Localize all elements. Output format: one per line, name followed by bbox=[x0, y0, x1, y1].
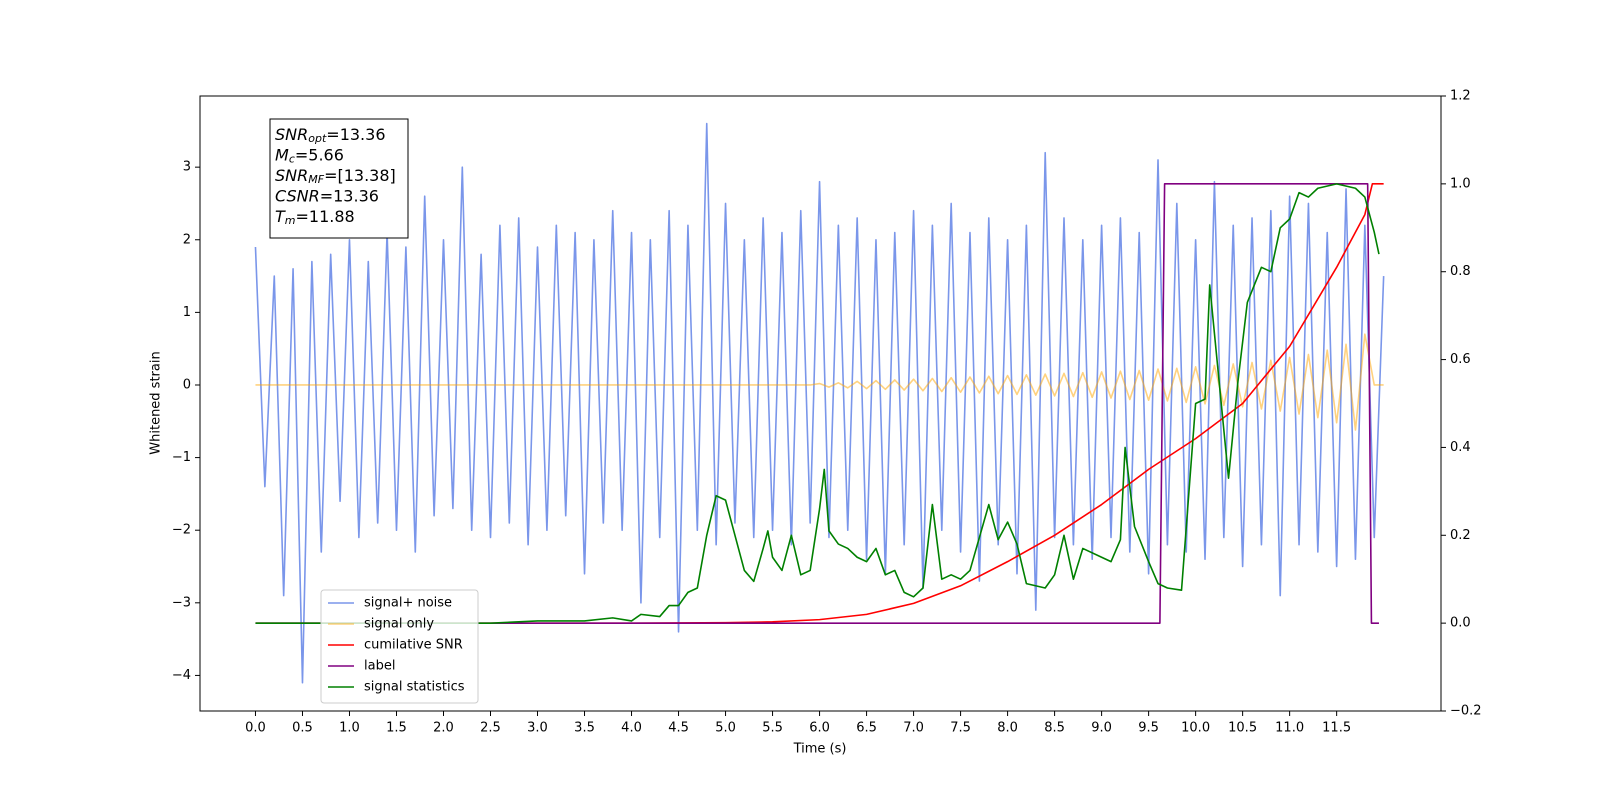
annotation-line: Mc=5.66 bbox=[275, 145, 344, 166]
x-axis-label: Time (s) bbox=[793, 742, 847, 757]
x-tick-label: 4.5 bbox=[668, 721, 689, 736]
annotation-line: SNRopt=13.36 bbox=[275, 125, 386, 146]
y2-tick-label: 0.4 bbox=[1450, 440, 1471, 455]
annotation-line: SNRMF=[13.38] bbox=[275, 166, 396, 187]
series-line bbox=[255, 183, 1380, 624]
x-tick-label: 5.5 bbox=[762, 721, 783, 736]
x-tick-label: 9.0 bbox=[1091, 721, 1112, 736]
y2-tick-label: −0.2 bbox=[1450, 704, 1482, 719]
legend-box bbox=[320, 589, 479, 704]
x-tick-label: 4.0 bbox=[621, 721, 642, 736]
x-tick-label: 1.0 bbox=[339, 721, 360, 736]
legend-label: signal statistics bbox=[364, 680, 465, 695]
x-tick-label: 0.0 bbox=[245, 721, 266, 736]
annotation-line: CSNR=13.36 bbox=[275, 186, 379, 205]
y-tick-label: 1 bbox=[183, 305, 191, 320]
annotation-subscript: c bbox=[289, 153, 295, 166]
y2-tick-label: 0.2 bbox=[1450, 528, 1471, 543]
legend-label: label bbox=[364, 659, 395, 674]
y-tick-label: −4 bbox=[172, 668, 191, 683]
y-tick-label: 0 bbox=[183, 377, 191, 392]
x-tick-label: 2.0 bbox=[433, 721, 454, 736]
annotation-value: =5.66 bbox=[295, 145, 344, 164]
y2-tick-label: 0.0 bbox=[1450, 616, 1471, 631]
series-line bbox=[254, 122, 1385, 684]
legend-label: cumilative SNR bbox=[364, 638, 463, 653]
y-axis-label: Whitened strain bbox=[149, 351, 164, 454]
x-tick-label: 3.5 bbox=[574, 721, 595, 736]
x-tick-label: 3.0 bbox=[527, 721, 548, 736]
y2-tick-label: 1.2 bbox=[1450, 89, 1471, 104]
y2-tick-label: 0.6 bbox=[1450, 352, 1471, 367]
annotation-symbol: SNR bbox=[275, 166, 308, 185]
annotation-value: =13.36 bbox=[320, 186, 379, 205]
x-tick-label: 8.5 bbox=[1044, 721, 1065, 736]
series-line bbox=[255, 183, 1379, 624]
x-tick-label: 0.5 bbox=[292, 721, 313, 736]
legend: signal+ noise signal only cumilative SNR la… bbox=[320, 589, 479, 704]
annotation-value: =[13.38] bbox=[324, 166, 396, 185]
annotation-value: =13.36 bbox=[326, 125, 385, 144]
x-tick-label: 9.5 bbox=[1138, 721, 1159, 736]
y2-tick-label: 0.8 bbox=[1450, 264, 1471, 279]
annotation-symbol: CSNR bbox=[275, 186, 320, 205]
annotation-subscript: opt bbox=[308, 132, 327, 145]
x-tick-label: 7.5 bbox=[950, 721, 971, 736]
y-tick-label: −2 bbox=[172, 523, 191, 538]
annotation-symbol: M bbox=[275, 145, 289, 164]
x-tick-label: 7.0 bbox=[903, 721, 924, 736]
x-tick-label: 11.5 bbox=[1322, 721, 1351, 736]
x-tick-label: 10.5 bbox=[1228, 721, 1257, 736]
x-tick-label: 6.0 bbox=[809, 721, 830, 736]
x-tick-label: 6.5 bbox=[856, 721, 877, 736]
series-line bbox=[255, 333, 1384, 431]
x-tick-label: 10.0 bbox=[1181, 721, 1210, 736]
annotation-symbol: SNR bbox=[275, 125, 308, 144]
x-tick-label: 2.5 bbox=[480, 721, 501, 736]
annotation-box bbox=[269, 118, 409, 239]
y-tick-label: −1 bbox=[172, 450, 191, 465]
legend-label: signal+ noise bbox=[364, 596, 452, 611]
y2-tick-label: 1.0 bbox=[1450, 176, 1471, 191]
annotation-subscript: m bbox=[285, 214, 296, 227]
y-tick-label: 3 bbox=[183, 160, 191, 175]
x-tick-label: 11.0 bbox=[1275, 721, 1304, 736]
annotation-symbol: T bbox=[275, 207, 286, 226]
plot-frame bbox=[199, 95, 1442, 712]
annotation-line: Tm=11.88 bbox=[275, 207, 355, 228]
annotation-value: =11.88 bbox=[296, 207, 355, 226]
annotation-subscript: MF bbox=[308, 173, 324, 186]
y-tick-label: −3 bbox=[172, 595, 191, 610]
x-tick-label: 1.5 bbox=[386, 721, 407, 736]
annotation: SNRopt=13.36Mc=5.66SNRMF=[13.38]CSNR=13.… bbox=[269, 118, 409, 239]
x-tick-label: 8.0 bbox=[997, 721, 1018, 736]
legend-label: signal only bbox=[364, 617, 434, 632]
y-tick-label: 2 bbox=[183, 232, 191, 247]
x-tick-label: 5.0 bbox=[715, 721, 736, 736]
